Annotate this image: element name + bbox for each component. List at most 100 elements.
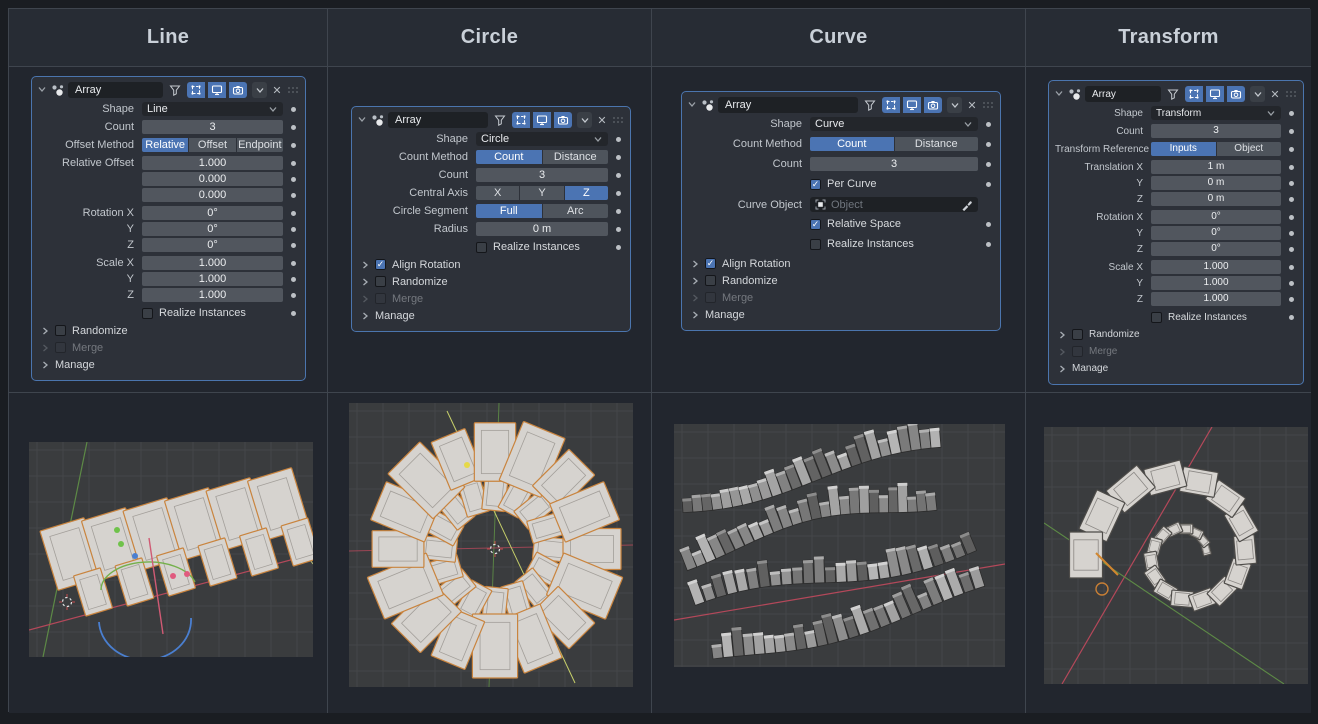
decorator-dot[interactable]: [1288, 146, 1294, 152]
show-in-viewport-toggle[interactable]: [208, 82, 226, 98]
decorator-dot[interactable]: [985, 141, 991, 147]
checkbox[interactable]: [810, 238, 821, 250]
decorator-dot[interactable]: [1288, 246, 1294, 252]
value-field[interactable]: 0.000: [142, 188, 283, 202]
value-field[interactable]: 3: [142, 120, 283, 134]
segment-option[interactable]: Inputs: [1151, 142, 1216, 156]
value-field[interactable]: 0 m: [1151, 176, 1281, 190]
decorator-dot[interactable]: [1288, 280, 1294, 286]
decorator-dot[interactable]: [290, 310, 296, 316]
value-field[interactable]: 1.000: [1151, 276, 1281, 290]
subpanel-checkbox[interactable]: ✓: [375, 259, 386, 270]
modifier-name-field[interactable]: Array: [718, 97, 858, 113]
segment-option[interactable]: Distance: [894, 137, 978, 151]
decorator-dot[interactable]: [290, 292, 296, 298]
decorator-dot[interactable]: [290, 124, 296, 130]
panel-collapse-button[interactable]: [37, 84, 47, 97]
decorator-dot[interactable]: [615, 190, 621, 196]
decorator-dot[interactable]: [615, 154, 621, 160]
delete-modifier-button[interactable]: ✕: [597, 114, 607, 127]
object-picker-field[interactable]: Object: [810, 197, 978, 212]
drag-handle[interactable]: [612, 115, 624, 125]
modifier-name-field[interactable]: Array: [68, 82, 163, 98]
value-field[interactable]: 3: [1151, 124, 1281, 138]
decorator-dot[interactable]: [1288, 314, 1294, 320]
show-in-render-toggle[interactable]: [229, 82, 247, 98]
decorator-dot[interactable]: [1288, 214, 1294, 220]
decorator-dot[interactable]: [290, 242, 296, 248]
decorator-dot[interactable]: [290, 276, 296, 282]
value-field[interactable]: 0°: [142, 222, 283, 236]
show-in-viewport-toggle[interactable]: [1206, 86, 1224, 102]
show-in-viewport-toggle[interactable]: [903, 97, 921, 113]
checkbox[interactable]: [142, 307, 153, 319]
drag-handle[interactable]: [982, 100, 994, 110]
show-in-render-toggle[interactable]: [554, 112, 572, 128]
delete-modifier-button[interactable]: ✕: [1270, 88, 1280, 101]
value-field[interactable]: 1.000: [142, 256, 283, 270]
value-field[interactable]: 3: [476, 168, 608, 182]
edit-mode-toggle[interactable]: [1185, 86, 1203, 102]
subpanel-checkbox[interactable]: [55, 325, 66, 336]
extras-menu-button[interactable]: [947, 97, 962, 113]
show-in-render-toggle[interactable]: [1227, 86, 1245, 102]
decorator-dot[interactable]: [615, 208, 621, 214]
panel-collapse-button[interactable]: [357, 114, 367, 127]
value-field[interactable]: 0°: [1151, 242, 1281, 256]
value-field[interactable]: 3: [810, 157, 978, 171]
edit-mode-toggle[interactable]: [512, 112, 530, 128]
value-field[interactable]: 0°: [142, 206, 283, 220]
value-field[interactable]: 0.000: [142, 172, 283, 186]
segment-option[interactable]: Z: [564, 186, 608, 200]
segment-option[interactable]: Endpoint: [236, 138, 283, 152]
segment-option[interactable]: Distance: [542, 150, 608, 164]
value-field[interactable]: 1.000: [1151, 260, 1281, 274]
edit-mode-toggle[interactable]: [882, 97, 900, 113]
segment-option[interactable]: Y: [520, 186, 564, 200]
shape-dropdown[interactable]: Transform: [1151, 106, 1281, 120]
show-in-viewport-toggle[interactable]: [533, 112, 551, 128]
subpanel-header-manage[interactable]: Manage: [32, 356, 305, 373]
funnel-filter-toggle[interactable]: [166, 82, 184, 98]
value-field[interactable]: 0°: [1151, 226, 1281, 240]
shape-dropdown[interactable]: Line: [142, 102, 283, 116]
segment-option[interactable]: Count: [476, 150, 542, 164]
decorator-dot[interactable]: [1288, 296, 1294, 302]
value-field[interactable]: 1.000: [142, 272, 283, 286]
delete-modifier-button[interactable]: ✕: [967, 99, 977, 112]
checkbox[interactable]: [476, 241, 487, 253]
subpanel-header-manage[interactable]: Manage: [352, 307, 630, 324]
decorator-dot[interactable]: [615, 172, 621, 178]
decorator-dot[interactable]: [985, 221, 991, 227]
eyedropper-icon[interactable]: [961, 199, 973, 211]
decorator-dot[interactable]: [290, 192, 296, 198]
drag-handle[interactable]: [287, 85, 299, 95]
decorator-dot[interactable]: [615, 244, 621, 250]
show-in-render-toggle[interactable]: [924, 97, 942, 113]
extras-menu-button[interactable]: [577, 112, 592, 128]
extras-menu-button[interactable]: [252, 82, 267, 98]
segment-option[interactable]: X: [476, 186, 520, 200]
value-field[interactable]: 0 m: [1151, 192, 1281, 206]
value-field[interactable]: 1.000: [142, 288, 283, 302]
decorator-dot[interactable]: [1288, 164, 1294, 170]
subpanel-checkbox[interactable]: [705, 275, 716, 286]
subpanel-checkbox[interactable]: ✓: [705, 258, 716, 269]
segment-option[interactable]: Count: [810, 137, 894, 151]
decorator-dot[interactable]: [1288, 110, 1294, 116]
decorator-dot[interactable]: [1288, 264, 1294, 270]
decorator-dot[interactable]: [615, 226, 621, 232]
subpanel-header-randomize[interactable]: Randomize: [352, 273, 630, 290]
funnel-filter-toggle[interactable]: [1164, 86, 1182, 102]
checkbox[interactable]: [1151, 311, 1162, 323]
decorator-dot[interactable]: [1288, 230, 1294, 236]
edit-mode-toggle[interactable]: [187, 82, 205, 98]
decorator-dot[interactable]: [985, 161, 991, 167]
subpanel-header-align-rotation[interactable]: ✓ Align Rotation: [682, 255, 1000, 272]
delete-modifier-button[interactable]: ✕: [272, 84, 282, 97]
segment-option[interactable]: Offset: [189, 138, 236, 152]
decorator-dot[interactable]: [290, 142, 296, 148]
value-field[interactable]: 1.000: [142, 156, 283, 170]
value-field[interactable]: 0°: [142, 238, 283, 252]
subpanel-checkbox[interactable]: [1072, 329, 1083, 340]
